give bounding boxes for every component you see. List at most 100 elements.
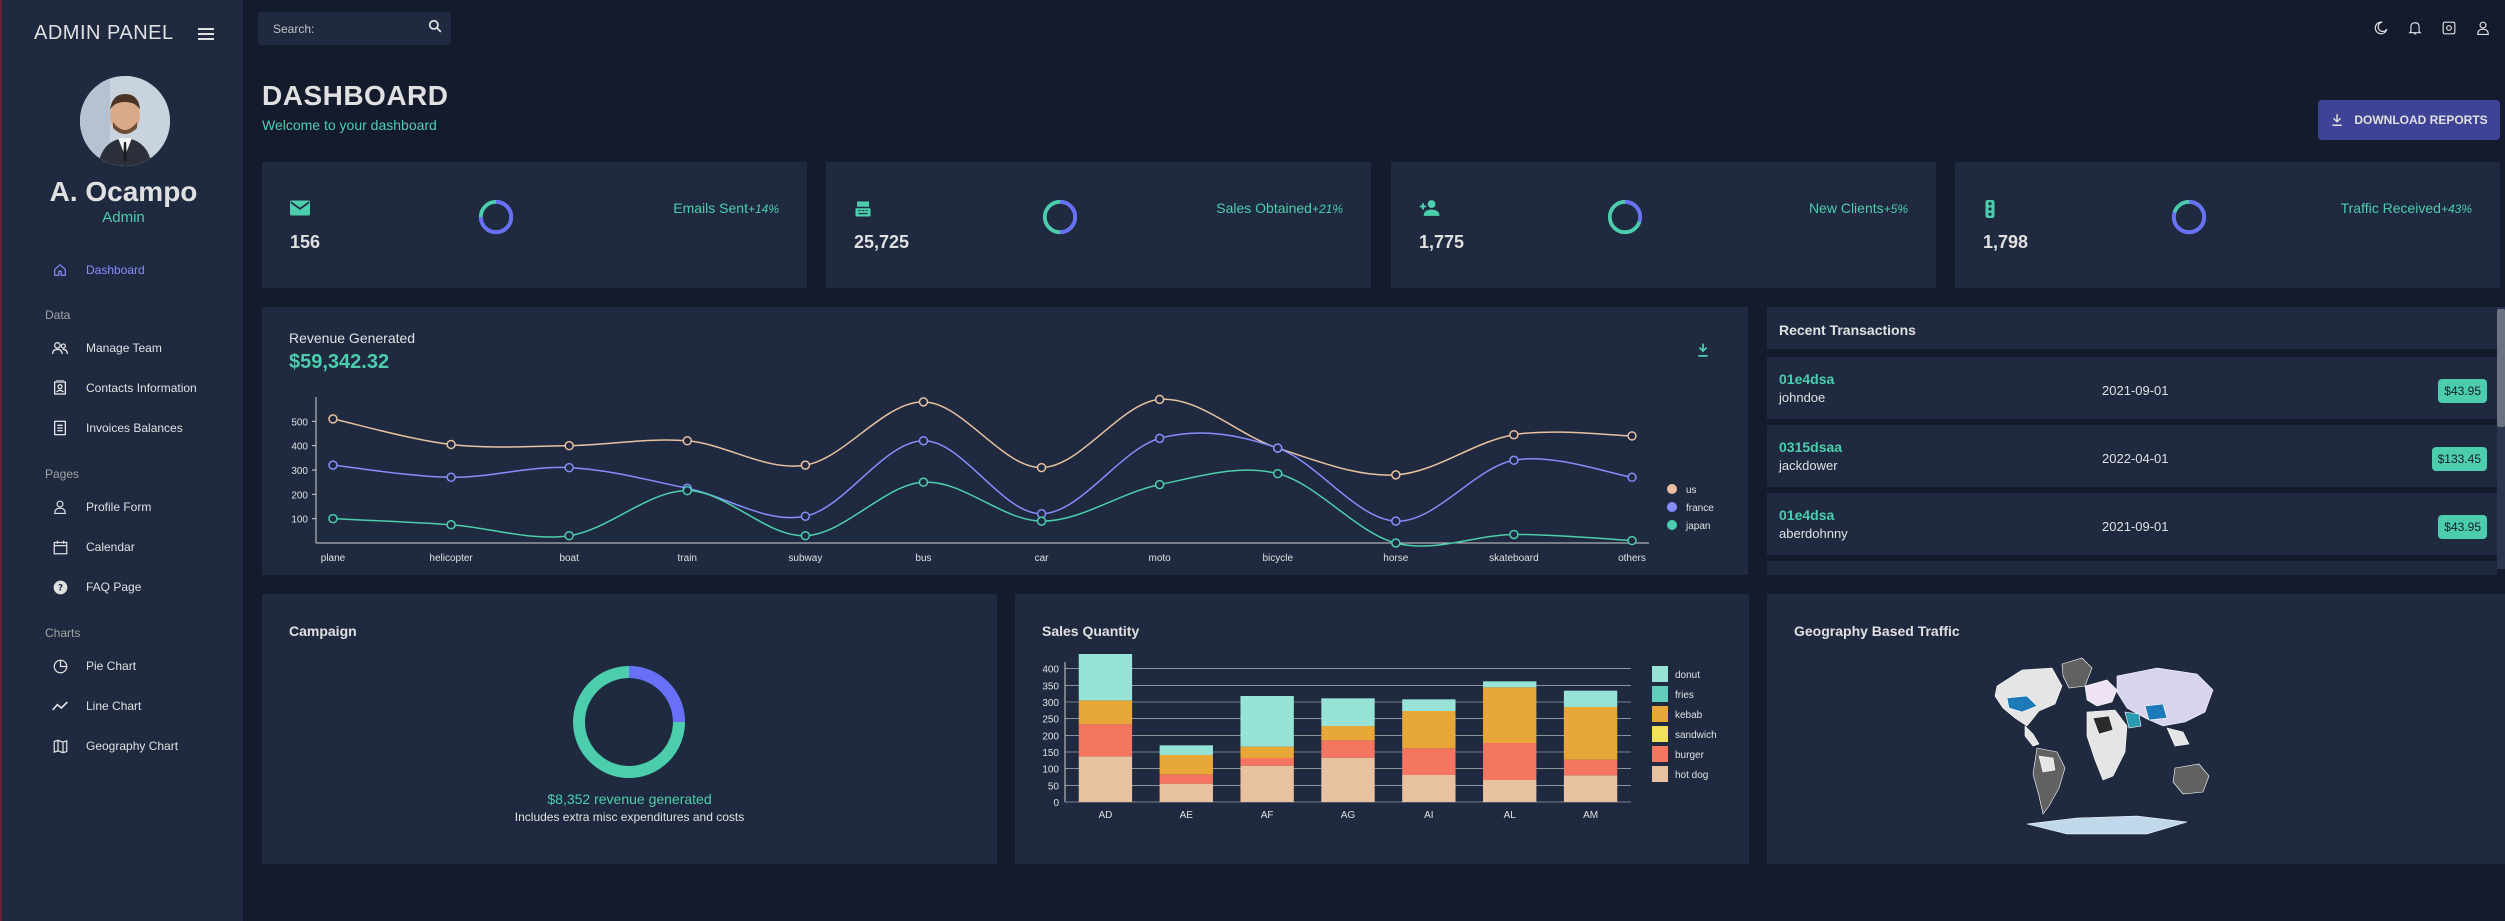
y-tick-label: 250 <box>1042 715 1059 726</box>
sidebar-item-line-chart[interactable]: Line Chart <box>52 698 141 714</box>
data-point-us <box>1036 462 1047 473</box>
legend-label: us <box>1686 485 1697 496</box>
sidebar-item-faq[interactable]: ? FAQ Page <box>52 579 141 595</box>
receipt-icon <box>52 420 68 436</box>
transaction-row[interactable]: 01e4dsa aberdohnny 2021-09-01 $43.95 <box>1767 493 2497 559</box>
stat-increase: +21% <box>1311 202 1343 216</box>
sidebar-item-invoices[interactable]: Invoices Balances <box>52 420 183 436</box>
transaction-row[interactable]: 0315dsaa jackdower 2022-04-01 $133.45 <box>1767 425 2497 491</box>
download-reports-button[interactable]: DOWNLOAD REPORTS <box>2318 100 2500 140</box>
map-southeast-asia <box>2166 727 2190 747</box>
menu-icon[interactable] <box>198 27 214 40</box>
sidebar-item-dashboard[interactable]: Dashboard <box>52 262 145 278</box>
y-tick-label: 350 <box>1042 681 1059 692</box>
legend-label: hot dog <box>1675 770 1708 781</box>
search-input[interactable] <box>273 21 428 36</box>
sidebar-item-label: Invoices Balances <box>86 421 183 435</box>
sales-bar-chart: 0 50 100 150 200 250 300 350 400 AD AE AF AG AI AL AM do… <box>1042 654 1717 821</box>
page-title: DASHBOARD <box>262 80 449 111</box>
page-subtitle: Welcome to your dashboard <box>262 117 437 133</box>
notifications-icon[interactable] <box>2407 20 2423 36</box>
search-box <box>258 12 451 45</box>
scrollbar[interactable] <box>2497 307 2505 569</box>
people-icon <box>52 340 68 356</box>
bar-segment-burger <box>1483 743 1537 780</box>
data-point-france <box>1509 455 1519 466</box>
data-point-japan <box>1391 538 1401 548</box>
transaction-date: 2021-09-01 <box>2102 383 2169 398</box>
y-tick-label: 50 <box>1048 781 1060 792</box>
sidebar-item-contacts[interactable]: Contacts Information <box>52 380 197 396</box>
sidebar-item-profile[interactable]: Profile Form <box>52 499 151 515</box>
x-tick-label: helicopter <box>429 553 473 564</box>
bar-segment-burger <box>1159 774 1213 784</box>
y-tick-label: 300 <box>291 466 308 477</box>
transaction-cost: $43.95 <box>2438 515 2487 539</box>
stat-increase: +43% <box>2440 202 2472 216</box>
stat-box-traffic: 1,798 Traffic Received+43% <box>1955 162 2500 288</box>
sidebar-item-label: Geography Chart <box>86 739 179 753</box>
transaction-row[interactable]: 01e4dsa johndoe 2021-09-01 $43.95 <box>1767 357 2497 423</box>
revenue-title: Revenue Generated <box>289 330 416 346</box>
bar-segment-hot-dog <box>1483 780 1537 802</box>
data-point-us <box>328 414 338 424</box>
progress-circle <box>2171 199 2207 235</box>
data-point-france <box>446 472 456 483</box>
legend-swatch <box>1652 686 1668 702</box>
map-central-america <box>2024 725 2040 747</box>
legend-swatch <box>1667 502 1677 512</box>
legend-swatch <box>1652 666 1668 682</box>
x-tick-label: AF <box>1261 810 1274 821</box>
avatar <box>80 76 170 166</box>
person-icon <box>52 499 68 515</box>
revenue-panel: Revenue Generated $59,342.32 100 200 300 40… <box>262 307 1748 575</box>
data-point-us <box>1509 429 1519 440</box>
dark-mode-icon[interactable] <box>2373 20 2389 36</box>
map-middle-east <box>2124 711 2142 729</box>
transactions-panel: Recent Transactions 01e4dsa johndoe 2021… <box>1767 307 2505 575</box>
stat-increase: +14% <box>747 202 779 216</box>
sidebar-item-label: Pie Chart <box>86 659 137 673</box>
sidebar-item-label: Contacts Information <box>86 381 197 395</box>
progress-circle <box>1042 199 1078 235</box>
nav-group-charts: Charts <box>45 626 81 640</box>
legend-swatch <box>1652 706 1668 722</box>
sales-quantity-title: Sales Quantity <box>1042 623 1140 639</box>
transactions-title: Recent Transactions <box>1779 322 1916 338</box>
x-tick-label: others <box>1618 553 1646 564</box>
transaction-id: 01e4dsa <box>1779 371 1835 387</box>
data-point-japan <box>1154 479 1165 490</box>
search-icon[interactable] <box>428 19 442 38</box>
settings-icon[interactable] <box>2441 20 2457 36</box>
data-point-france <box>1154 433 1165 444</box>
sidebar-item-label: Line Chart <box>86 699 142 713</box>
sidebar-item-label: Manage Team <box>86 341 162 355</box>
stat-value: 156 <box>290 232 321 252</box>
sidebar-item-geography-chart[interactable]: Geography Chart <box>52 738 178 754</box>
topbar-icons <box>2373 20 2491 36</box>
person-icon[interactable] <box>2475 20 2491 36</box>
bar-segment-hot-dog <box>1078 756 1133 802</box>
transaction-user: jackdower <box>1779 458 1838 473</box>
campaign-note: Includes extra misc expenditures and cos… <box>514 810 745 824</box>
y-tick-label: 200 <box>1042 731 1059 742</box>
sidebar-item-calendar[interactable]: Calendar <box>52 539 135 555</box>
sales-quantity-panel: Sales Quantity 0 50 100 150 200 250 300 350 400 A… <box>1015 594 1749 864</box>
download-icon[interactable] <box>1696 342 1710 363</box>
data-point-us <box>800 460 811 470</box>
data-point-us <box>1391 470 1401 480</box>
data-point-us <box>1627 431 1637 441</box>
legend-swatch <box>1652 766 1668 782</box>
bar-segment-kebab <box>1078 700 1133 725</box>
person-add-icon <box>1419 200 1441 221</box>
transaction-id: 01e4dsa <box>1779 507 1835 523</box>
sidebar-item-manage-team[interactable]: Manage Team <box>52 340 162 356</box>
geography-panel: Geography Based Traffic <box>1767 594 2505 864</box>
world-map <box>1994 657 2214 835</box>
download-icon <box>2332 114 2342 126</box>
scrollbar-thumb[interactable] <box>2497 309 2505 427</box>
data-point-france <box>1391 516 1401 526</box>
x-tick-label: subway <box>788 553 822 564</box>
sidebar-item-pie-chart[interactable]: Pie Chart <box>52 658 136 674</box>
